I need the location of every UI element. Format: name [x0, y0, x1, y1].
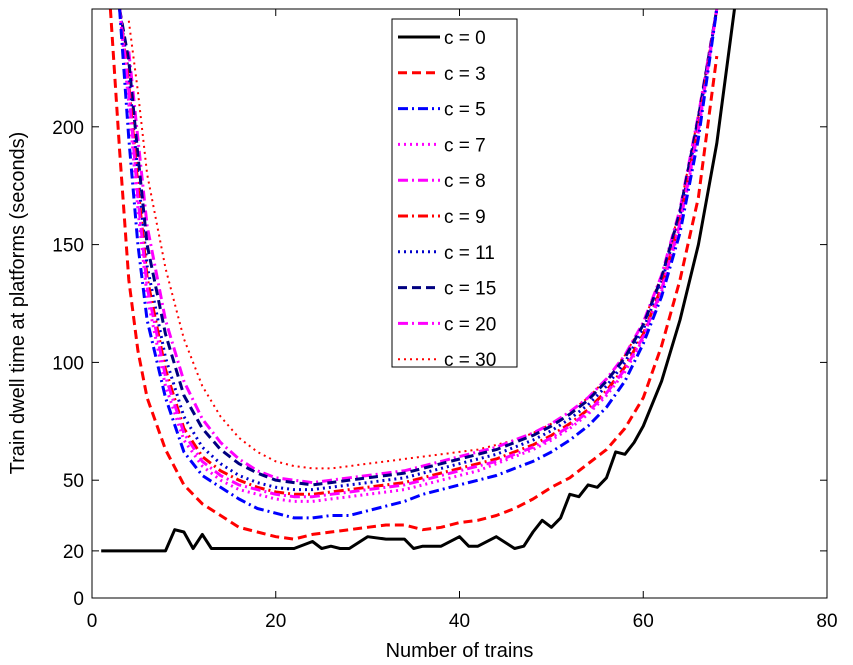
series-line-c-3 [108, 9, 719, 541]
series-line-c-5 [118, 9, 719, 520]
x-tick-label: 40 [449, 611, 470, 632]
legend-label: c = 15 [444, 279, 496, 300]
series-layer [101, 9, 736, 553]
x-tick-label: 0 [87, 611, 98, 632]
y-tick-label: 100 [52, 353, 84, 374]
legend-label: c = 11 [444, 243, 495, 264]
legend-label: c = 3 [444, 64, 486, 85]
y-tick-label: 150 [52, 236, 84, 257]
y-tick-label: 50 [63, 471, 84, 492]
legend-label: c = 7 [444, 135, 486, 156]
series-line-c-0 [101, 9, 736, 553]
series-line-c-30 [127, 9, 718, 470]
x-tick-label: 60 [633, 611, 654, 632]
series-line-c-9 [118, 9, 719, 496]
legend-label: c = 9 [444, 207, 486, 228]
legend-label: c = 8 [444, 171, 486, 192]
y-tick-label: 20 [63, 542, 84, 563]
y-tick-label: 200 [52, 118, 84, 139]
series-line-c-20 [127, 9, 719, 485]
series-line-c-11 [118, 9, 719, 492]
x-tick-label: 80 [816, 611, 837, 632]
plot-frame [91, 8, 828, 599]
legend-label: c = 5 [444, 100, 486, 121]
legend-label: c = 20 [444, 314, 496, 335]
x-axis-title: Number of trains [386, 640, 534, 662]
legend-box [391, 18, 518, 368]
series-line-c-8 [118, 9, 719, 499]
legend: c = 0 c = 3 c = 5 c = 7 c = 8 c = 9 c = 11 c = … [391, 18, 518, 371]
x-tick-label: 20 [265, 611, 286, 632]
y-axis-title: Train dwell time at platforms (seconds) [7, 132, 29, 475]
y-tick-label: 0 [73, 589, 84, 610]
legend-label: c = 30 [444, 350, 496, 371]
legend-label: c = 0 [444, 28, 486, 49]
series-line-c-15 [118, 9, 719, 487]
